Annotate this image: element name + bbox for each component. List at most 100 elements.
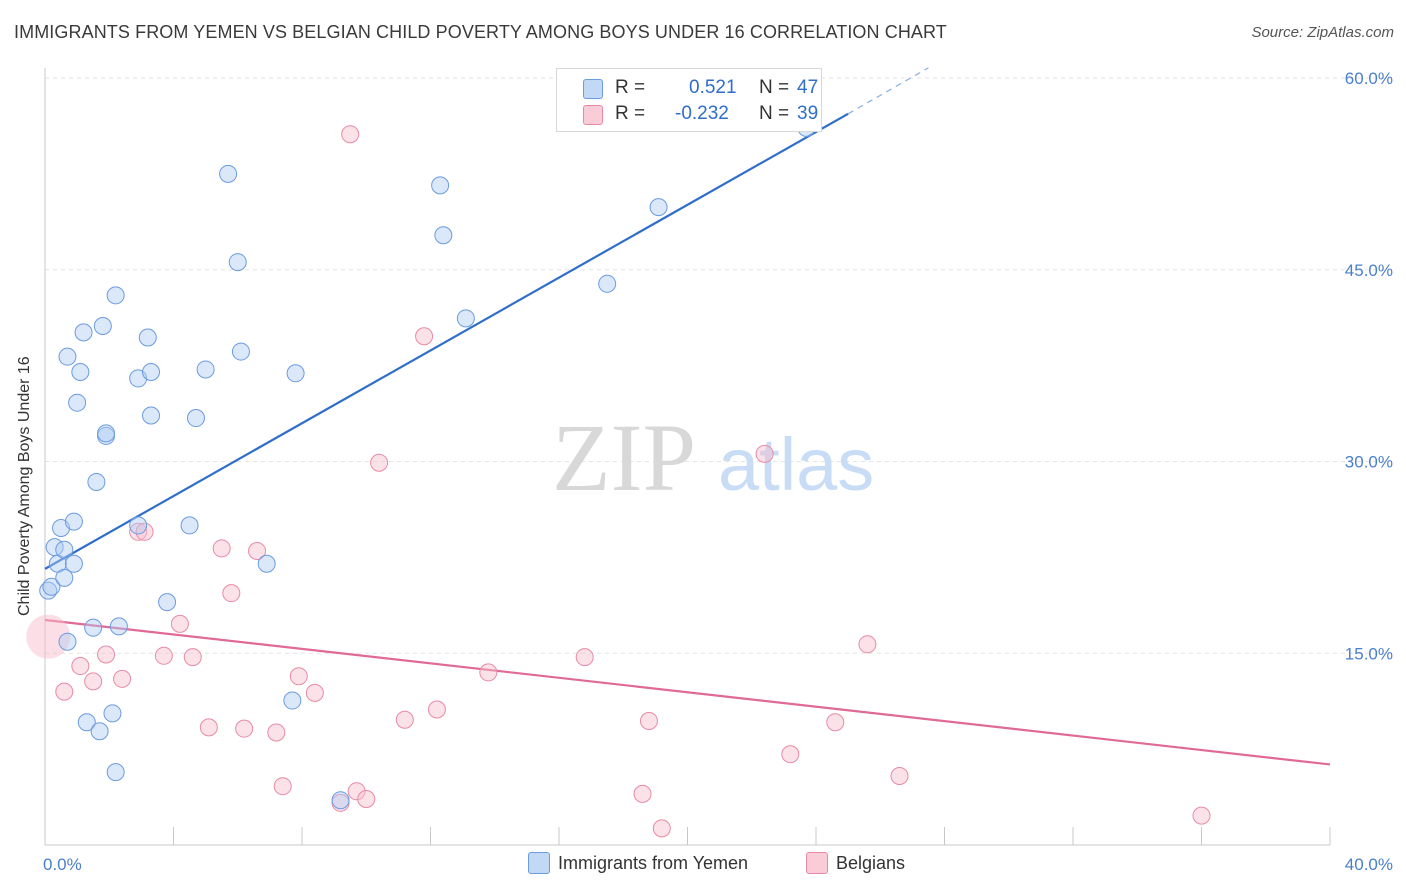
point-yemen [196, 360, 215, 379]
axes [44, 68, 1331, 846]
point-yemen [598, 274, 617, 293]
tick-labels: 15.0% 30.0% 45.0% 60.0% 0.0% 40.0% [43, 69, 1393, 874]
y-tick-label: 30.0% [1345, 453, 1393, 472]
point-yemen [231, 342, 250, 361]
point-belgians [154, 646, 173, 665]
point-belgians [135, 522, 154, 541]
point-belgians [781, 745, 800, 764]
legend-n-value-yemen: 47 [797, 77, 819, 98]
point-belgians [357, 789, 376, 808]
point-yemen [456, 309, 475, 328]
legend-n-label: N = [759, 103, 790, 124]
bottom-legend-label-belgians: Belgians [836, 853, 906, 873]
watermark: ZIP atlas [552, 404, 874, 511]
point-yemen [219, 164, 238, 183]
point-belgians [1192, 806, 1211, 825]
point-belgians [347, 782, 366, 801]
point-yemen [142, 363, 161, 382]
point-belgians [235, 719, 254, 738]
point-belgians [84, 672, 103, 691]
legend-swatch-yemen [583, 79, 603, 99]
point-belgians [183, 648, 202, 667]
point-yemen [286, 364, 305, 383]
point-yemen [55, 540, 74, 559]
point-yemen [158, 593, 177, 612]
point-yemen [68, 393, 87, 412]
point-yemen [142, 406, 161, 425]
point-belgians [222, 584, 241, 603]
point-belgians [97, 645, 116, 664]
point-belgians [170, 614, 189, 633]
point-yemen [186, 409, 205, 428]
point-belgians [755, 444, 774, 463]
point-yemen [228, 253, 247, 272]
watermark-atlas: atlas [718, 423, 874, 506]
point-belgians [289, 667, 308, 686]
point-belgians [890, 766, 909, 785]
point-yemen [58, 632, 77, 651]
y-tick-label: 45.0% [1345, 261, 1393, 280]
point-belgians [248, 541, 267, 560]
point-yemen [58, 347, 77, 366]
bottom-legend-label-yemen: Immigrants from Yemen [558, 853, 749, 873]
legend-n-value-belgians: 39 [797, 103, 819, 124]
point-belgians [652, 819, 671, 838]
point-yemen [84, 618, 103, 637]
point-belgians [267, 723, 286, 742]
point-yemen [106, 763, 125, 782]
point-belgians [212, 539, 231, 558]
point-belgians [427, 700, 446, 719]
point-yemen [55, 568, 74, 587]
point-yemen [109, 617, 128, 636]
point-belgians [639, 712, 658, 731]
point-yemen [106, 286, 125, 305]
point-yemen [74, 323, 93, 342]
point-belgians [415, 327, 434, 346]
point-belgians [273, 777, 292, 796]
trend-line-belgians [44, 618, 1331, 766]
bottom-legend-swatch-belgians [806, 852, 828, 874]
point-yemen [129, 516, 148, 535]
point-belgians [113, 669, 132, 688]
point-yemen [64, 512, 83, 531]
point-belgians [395, 710, 414, 729]
legend: R = 0.521 N = 47 R = -0.232 N = 39 [556, 68, 822, 132]
point-belgians [55, 682, 74, 701]
point-yemen [431, 176, 450, 195]
legend-r-value-yemen: 0.521 [689, 77, 737, 98]
source-label: Source: ZipAtlas.com [1251, 24, 1394, 41]
trend-line-yemen [44, 112, 849, 570]
point-belgians [370, 453, 389, 472]
x-tick-label: 40.0% [1345, 855, 1393, 874]
chart-title: IMMIGRANTS FROM YEMEN VS BELGIAN CHILD P… [14, 22, 947, 42]
point-yemen [283, 691, 302, 710]
point-yemen [103, 704, 122, 723]
trend-line-yemen-extension [847, 67, 929, 115]
legend-r-label: R = [615, 103, 646, 124]
point-yemen [649, 198, 668, 217]
legend-r-value-belgians: -0.232 [675, 103, 729, 124]
y-tick-label: 15.0% [1345, 644, 1393, 663]
point-yemen [77, 713, 96, 732]
point-yemen [71, 363, 90, 382]
trend-lines [44, 67, 1331, 766]
watermark-zip: ZIP [552, 404, 696, 511]
point-belgians [479, 663, 498, 682]
point-belgians [575, 648, 594, 667]
point-belgians [71, 657, 90, 676]
y-tick-label: 60.0% [1345, 69, 1393, 88]
point-belgians [305, 683, 324, 702]
point-belgians [826, 713, 845, 732]
point-belgians [26, 614, 71, 659]
x-tick-label: 0.0% [43, 855, 82, 874]
point-yemen [90, 722, 109, 741]
point-yemen [93, 316, 112, 335]
legend-swatch-belgians [583, 105, 603, 125]
point-yemen [64, 554, 83, 573]
point-belgians [129, 522, 148, 541]
point-belgians [858, 635, 877, 654]
point-yemen [180, 516, 199, 535]
point-belgians [633, 784, 652, 803]
gridlines [45, 77, 1392, 654]
legend-n-label: N = [759, 77, 790, 98]
